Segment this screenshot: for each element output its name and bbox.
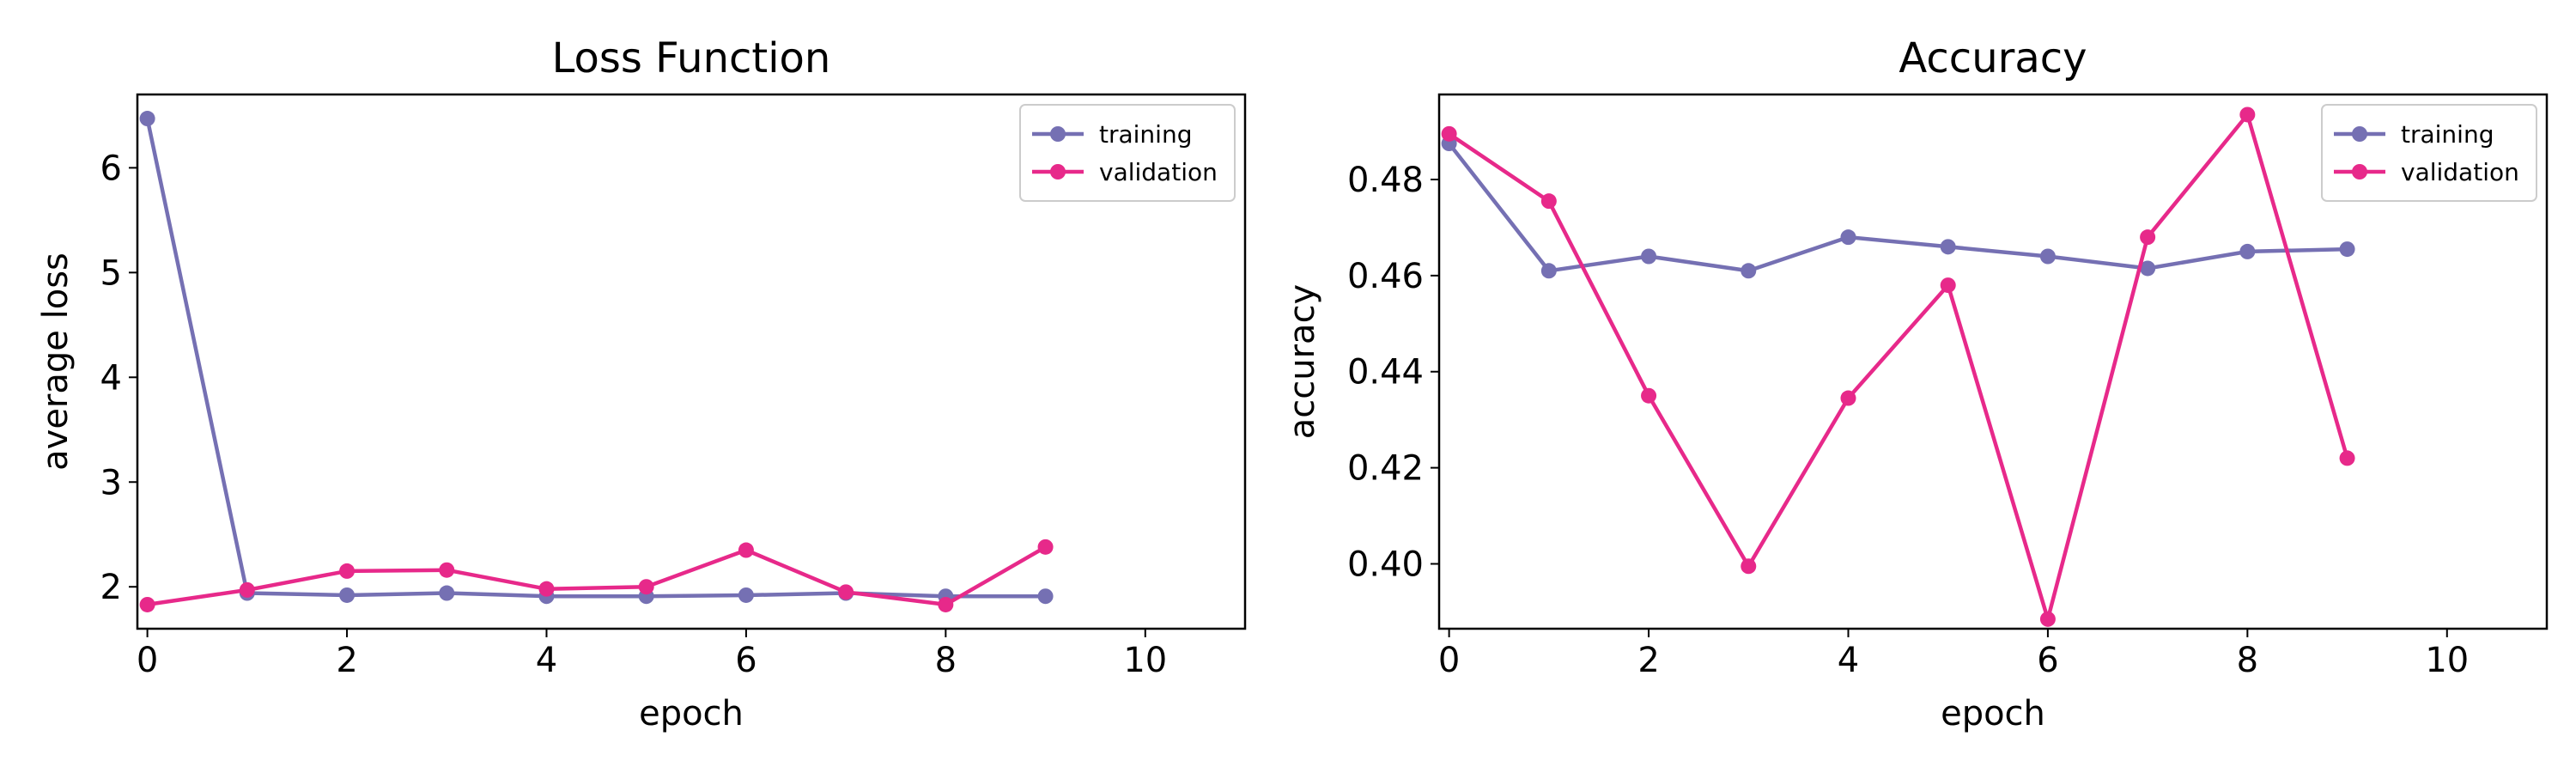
x-tick-label: 8 (2237, 641, 2258, 680)
data-point-training (1840, 229, 1856, 246)
series-line-validation (147, 545, 1047, 607)
data-point-training (1641, 248, 1657, 265)
y-tick-label: 3 (100, 463, 122, 502)
data-point-validation (938, 596, 954, 612)
legend-marker-training (1050, 126, 1066, 142)
data-point-training (1940, 239, 1956, 255)
data-point-training (1540, 263, 1557, 279)
legend-marker-validation (1050, 164, 1066, 180)
data-point-validation (1741, 558, 1757, 575)
y-tick-label: 0.42 (1347, 449, 1424, 489)
y-axis-label: average loss (36, 253, 76, 471)
data-point-validation (1641, 387, 1657, 404)
x-tick-label: 6 (2037, 641, 2058, 680)
x-tick-label: 0 (1438, 641, 1460, 680)
legend-label-training: training (2401, 120, 2494, 149)
y-tick-label: 5 (100, 253, 122, 293)
legend-label-training: training (1099, 120, 1192, 149)
y-tick-label: 0.46 (1347, 257, 1424, 296)
data-point-validation (139, 596, 155, 612)
y-tick-label: 2 (100, 568, 122, 607)
data-point-validation (2239, 107, 2256, 123)
x-tick-label: 10 (1123, 641, 1167, 680)
data-point-validation (2039, 611, 2056, 627)
legend-box (2321, 104, 2537, 202)
data-point-validation (1037, 539, 1054, 555)
data-point-validation (2140, 229, 2156, 246)
data-point-training (139, 111, 155, 127)
chart-title: Accuracy (1899, 34, 2087, 82)
x-axis-label: epoch (639, 694, 744, 733)
x-axis-label: epoch (1941, 694, 2045, 733)
y-tick-label: 0.44 (1347, 353, 1424, 393)
x-tick-label: 2 (336, 641, 357, 680)
x-tick-label: 8 (935, 641, 957, 680)
accuracy-chart: Accuracy 0 2 4 6 8 10 0.40 0.42 0.44 0.46 0.48 epoch… (1283, 34, 2549, 733)
series-line-training (1447, 142, 2348, 273)
x-tick-label: 6 (735, 641, 756, 680)
y-tick-label: 4 (100, 358, 122, 398)
data-point-validation (1940, 277, 1956, 294)
data-point-training (1037, 588, 1054, 605)
series-line-training (145, 118, 1046, 599)
legend-label-validation: validation (1099, 158, 1218, 186)
data-point-training (2239, 243, 2256, 259)
x-tick-label: 10 (2425, 641, 2469, 680)
data-point-validation (439, 562, 455, 578)
y-axis-label: accuracy (1283, 284, 1322, 439)
y-tick-label: 6 (100, 149, 122, 188)
series-line-validation (1448, 113, 2349, 622)
x-tick-label: 4 (536, 641, 557, 680)
y-tick-label: 0.48 (1347, 161, 1424, 200)
chart-title: Loss Function (552, 34, 831, 82)
data-point-validation (838, 584, 854, 600)
plot-frame (136, 93, 1247, 630)
x-tick-label: 4 (1838, 641, 1859, 680)
legend-box (1019, 104, 1236, 202)
plot-frame (1437, 93, 2549, 630)
data-point-validation (1840, 390, 1856, 406)
legend-marker-validation (2352, 164, 2367, 180)
data-point-training (339, 587, 355, 603)
legend-marker-training (2352, 126, 2367, 142)
data-point-training (1741, 263, 1757, 279)
data-point-training (439, 585, 455, 601)
legend-label-validation: validation (2401, 158, 2519, 186)
data-point-training (2140, 260, 2156, 277)
data-point-training (2339, 241, 2355, 258)
data-point-validation (1540, 193, 1557, 210)
data-point-validation (239, 581, 255, 598)
data-point-training (2039, 248, 2056, 265)
y-tick-label: 0.40 (1347, 545, 1424, 584)
data-point-validation (538, 581, 555, 597)
data-point-validation (738, 542, 754, 558)
x-tick-label: 0 (137, 641, 158, 680)
data-point-training (738, 587, 754, 603)
x-tick-label: 2 (1637, 641, 1659, 680)
data-point-validation (638, 579, 654, 595)
data-point-validation (339, 563, 355, 579)
data-point-validation (2339, 450, 2355, 466)
data-point-validation (1441, 125, 1457, 142)
